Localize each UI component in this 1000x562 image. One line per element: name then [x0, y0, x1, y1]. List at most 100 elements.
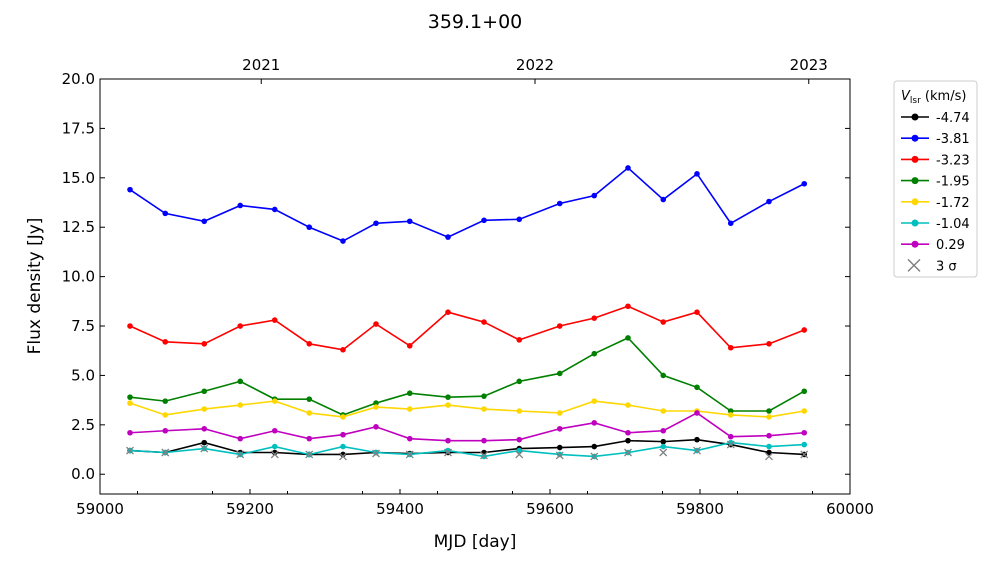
sigma-marker — [444, 448, 452, 457]
data-point — [162, 398, 169, 404]
data-point — [340, 238, 346, 244]
sigma-marker — [480, 451, 488, 460]
data-point — [556, 451, 563, 458]
y-tick-label: 0.0 — [71, 465, 95, 483]
x-tick-label: 59200 — [226, 500, 274, 518]
sigma-marker — [236, 450, 245, 459]
data-point — [625, 429, 631, 436]
data-point — [556, 425, 563, 432]
legend-marker — [911, 198, 919, 206]
chart-title: 359.1+00 — [428, 11, 523, 33]
axes-frame — [99, 78, 851, 495]
sigma-marker — [800, 450, 809, 459]
legend-box — [893, 80, 978, 278]
sigma-marker — [305, 450, 314, 459]
x-tick-label: 59000 — [76, 500, 124, 518]
data-point — [406, 406, 413, 412]
data-point — [340, 443, 346, 450]
data-point — [694, 309, 700, 315]
data-point — [201, 425, 208, 432]
y-tick-label: 7.5 — [71, 317, 95, 335]
legend-label: -4.74 — [936, 111, 970, 126]
y-tick-label: 15.0 — [62, 169, 95, 187]
data-point — [445, 394, 451, 400]
data-point — [727, 408, 734, 414]
data-point — [201, 341, 208, 347]
data-point — [660, 438, 667, 445]
data-point — [271, 427, 278, 434]
sigma-marker — [339, 452, 347, 461]
data-point — [801, 327, 808, 333]
data-point — [591, 420, 598, 426]
series-line--3.81 — [129, 166, 805, 242]
data-point — [162, 412, 169, 418]
data-point — [694, 410, 700, 416]
data-point — [445, 402, 451, 408]
data-point — [237, 435, 244, 442]
data-point — [801, 180, 808, 187]
data-point — [340, 431, 346, 438]
data-point — [591, 398, 598, 404]
sigma-marker — [765, 452, 773, 461]
y-tick-label: 10.0 — [62, 268, 95, 286]
series-line--1.72 — [129, 400, 805, 418]
data-point — [801, 408, 808, 414]
data-point — [481, 453, 487, 460]
legend-marker — [911, 219, 919, 227]
data-point — [127, 186, 133, 193]
sigma-marker — [693, 446, 701, 455]
data-point — [801, 441, 808, 448]
legend-label: -3.81 — [936, 132, 970, 147]
top-tick-label: 2022 — [516, 56, 554, 74]
data-point — [271, 398, 278, 404]
data-point — [591, 443, 598, 450]
data-point — [127, 394, 133, 400]
data-point — [694, 436, 700, 443]
data-point — [660, 408, 667, 414]
data-point — [591, 192, 598, 199]
data-point — [373, 424, 379, 430]
data-point — [660, 319, 667, 325]
data-point — [591, 350, 598, 357]
data-point — [556, 200, 563, 207]
data-point — [556, 410, 563, 416]
data-point — [340, 414, 346, 420]
data-point — [516, 408, 523, 414]
data-point — [406, 218, 413, 225]
data-point — [556, 370, 563, 377]
data-point — [766, 414, 772, 420]
data-point — [201, 406, 208, 412]
sigma-marker — [555, 451, 564, 460]
data-point — [481, 393, 487, 399]
sigma-marker — [624, 448, 632, 457]
legend-label: 3 σ — [936, 259, 957, 274]
data-point — [556, 444, 563, 451]
y-axis-label: Flux density [Jy] — [25, 218, 45, 355]
data-point — [660, 196, 667, 203]
plot-area: 59000 59200 59400 59600 59800 60000 0.0 2.5 5.0 7… — [62, 56, 874, 518]
data-point — [516, 216, 523, 223]
data-point — [694, 171, 700, 177]
data-point — [625, 437, 631, 444]
data-point — [481, 217, 487, 224]
data-point — [406, 390, 413, 397]
data-point — [406, 435, 413, 442]
data-point — [481, 437, 487, 444]
data-point — [237, 202, 244, 209]
y-tick-label: 17.5 — [62, 119, 95, 137]
data-point — [481, 319, 487, 325]
series-line--1.95 — [129, 336, 805, 416]
data-point — [727, 344, 734, 351]
sigma-marker — [270, 450, 279, 459]
y-tick-label: 5.0 — [71, 366, 95, 384]
legend-marker — [911, 134, 919, 142]
data-point — [373, 400, 379, 406]
data-point — [625, 335, 631, 341]
data-point — [162, 339, 169, 345]
x-tick-label: 59600 — [526, 500, 574, 518]
sigma-marker — [659, 448, 668, 457]
data-point — [766, 408, 772, 414]
sigma-marker — [161, 448, 170, 457]
series-line-0.29 — [129, 412, 805, 442]
data-point — [340, 346, 346, 353]
